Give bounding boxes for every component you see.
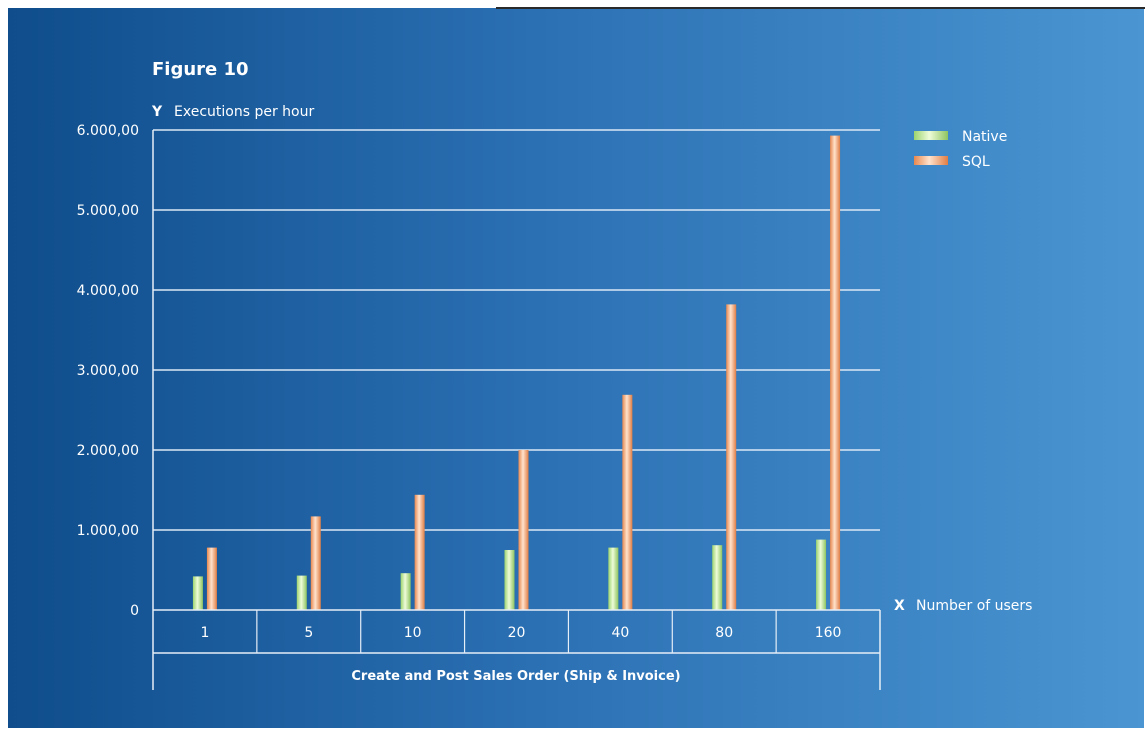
bar-sql-80 <box>726 304 737 610</box>
bar-native-5 <box>296 575 307 610</box>
x-tick-label: 10 <box>404 625 422 641</box>
bar-sql-20 <box>518 450 529 610</box>
x-tick-label: 20 <box>508 625 526 641</box>
bar-sql-40 <box>622 394 633 610</box>
x-axis-letter: X <box>894 598 905 614</box>
bar-native-1 <box>192 576 203 610</box>
x-axis-title: Create and Post Sales Order (Ship & Invo… <box>351 669 680 684</box>
y-tick-label: 0 <box>130 603 139 619</box>
y-tick-label: 2.000,00 <box>77 443 139 459</box>
y-tick-label: 6.000,00 <box>77 123 139 139</box>
y-tick-label: 5.000,00 <box>77 203 139 219</box>
x-tick-label: 40 <box>611 625 629 641</box>
bar-sql-5 <box>310 516 321 610</box>
x-tick-label: 5 <box>304 625 313 641</box>
x-tick-label: 80 <box>715 625 733 641</box>
legend: Native SQL <box>914 129 1007 170</box>
x-axis-name: Number of users <box>916 598 1032 614</box>
y-tick-label: 3.000,00 <box>77 363 139 379</box>
legend-label-native: Native <box>962 129 1007 145</box>
bar-native-160 <box>816 539 827 610</box>
y-axis-label: Executions per hour <box>174 104 314 120</box>
legend-label-sql: SQL <box>962 154 990 170</box>
frame-top-border <box>496 7 1145 9</box>
gridlines <box>153 129 880 531</box>
x-axis: 1 5 10 20 40 80 160 <box>152 130 881 690</box>
legend-swatch-native <box>914 131 948 140</box>
bar-native-40 <box>608 547 619 610</box>
chart-title: Figure 10 <box>152 59 249 80</box>
x-tick-label: 160 <box>815 625 842 641</box>
bar-sql-160 <box>830 135 841 610</box>
bar-native-80 <box>712 545 723 610</box>
bar-native-20 <box>504 550 515 610</box>
y-axis-letter: Y <box>151 104 163 120</box>
legend-swatch-sql <box>914 156 948 165</box>
y-tick-label: 4.000,00 <box>77 283 139 299</box>
y-tick-labels: 0 1.000,00 2.000,00 3.000,00 4.000,00 5.000,0… <box>77 123 139 619</box>
bar-native-10 <box>400 573 411 610</box>
bar-sql-10 <box>414 494 425 610</box>
bars <box>192 135 841 610</box>
x-tick-label: 1 <box>200 625 209 641</box>
bar-sql-1 <box>206 547 217 610</box>
y-tick-label: 1.000,00 <box>77 523 139 539</box>
